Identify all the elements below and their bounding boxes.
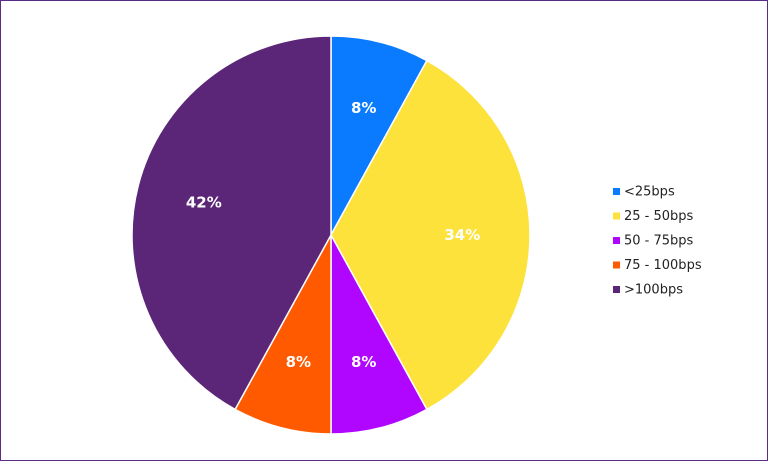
slice-label-lt-25bps: 8% <box>351 99 376 117</box>
pie-slice-50-75bps <box>330 234 428 435</box>
legend-swatch-gt-100bps <box>613 286 620 293</box>
slice-label-75-100bps: 8% <box>286 353 311 371</box>
legend-swatch-lt-25bps <box>613 188 620 195</box>
legend-swatch-50-75bps <box>613 237 620 244</box>
pie-slice-25-50bps <box>330 59 531 411</box>
slice-label-gt-100bps: 42% <box>186 193 222 211</box>
legend: <25bps 25 - 50bps 50 - 75bps 75 - 100bps >10… <box>613 185 702 298</box>
pie-slices <box>131 35 531 435</box>
legend-swatch-25-50bps <box>613 212 620 220</box>
pie-slice-75-100bps <box>234 234 332 435</box>
legend-label-lt-25bps: <25bps <box>624 185 675 200</box>
legend-label-gt-100bps: >100bps <box>624 283 683 298</box>
pie-slice-labels: 8% 34% 8% 8% 42% <box>186 99 480 371</box>
legend-label-50-75bps: 50 - 75bps <box>624 234 694 249</box>
legend-swatch-75-100bps <box>613 261 620 269</box>
slice-label-25-50bps: 34% <box>444 226 480 244</box>
pie-slice-gt-100bps <box>131 35 332 411</box>
legend-label-25-50bps: 25 - 50bps <box>624 209 694 224</box>
legend-label-75-100bps: 75 - 100bps <box>624 258 702 273</box>
pie-slice-lt-25bps <box>330 35 428 236</box>
slice-label-50-75bps: 8% <box>351 353 376 371</box>
